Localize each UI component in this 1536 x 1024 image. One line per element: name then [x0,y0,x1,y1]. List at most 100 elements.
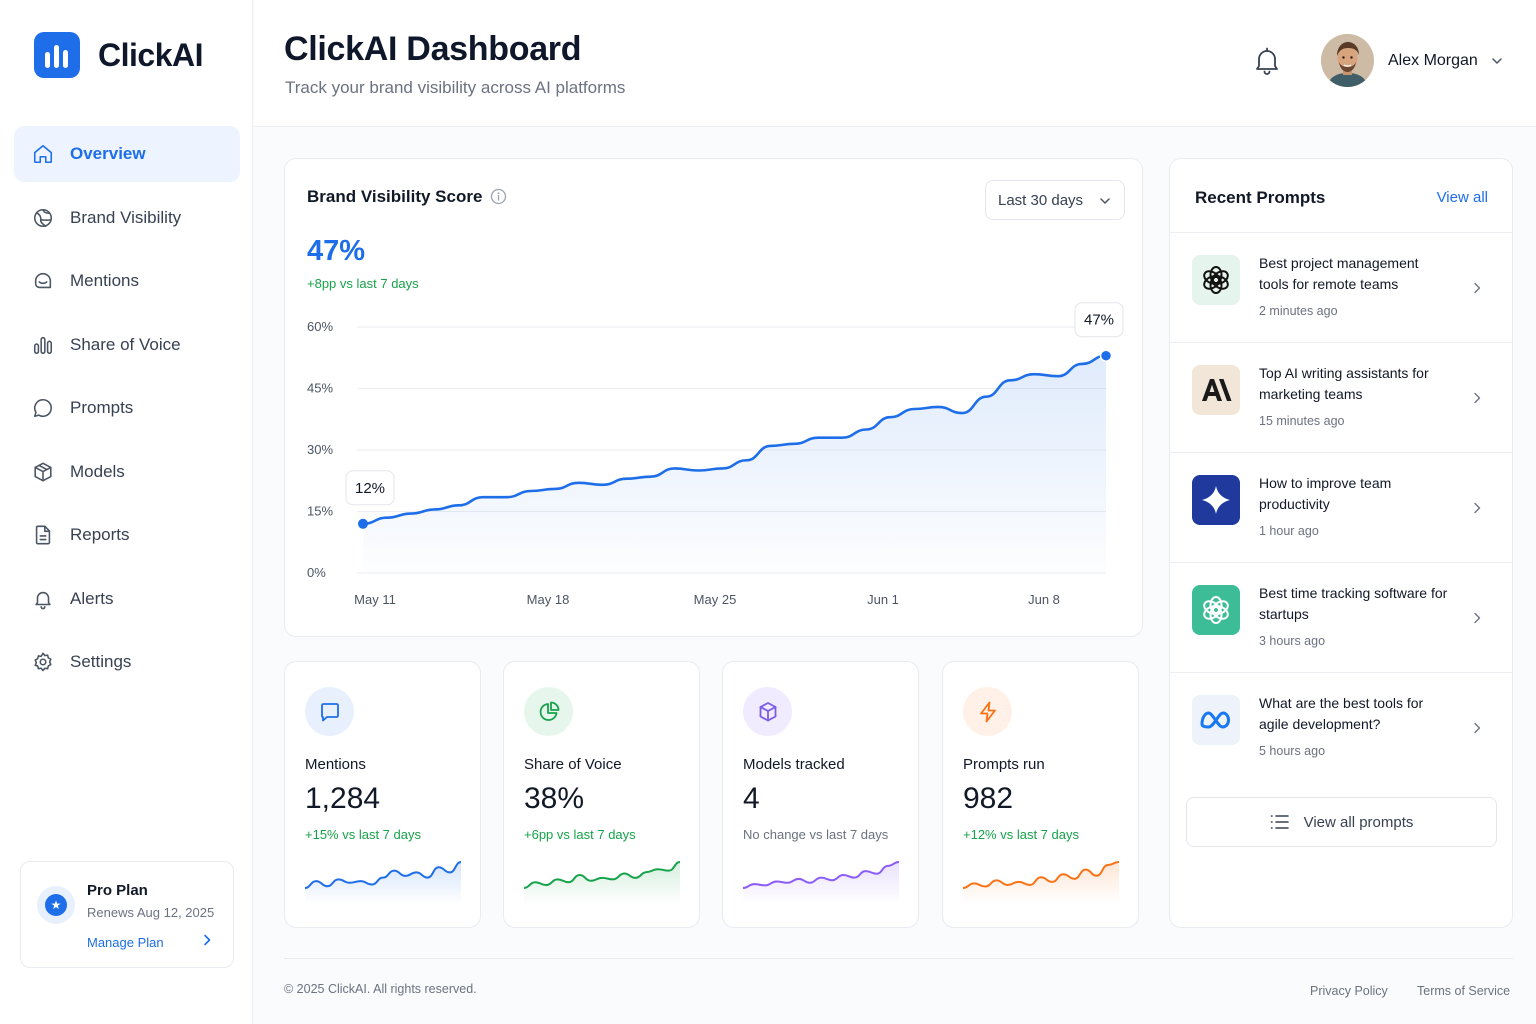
gear-icon [32,651,54,673]
chevron-down-icon [1100,198,1110,204]
prompt-list-item[interactable]: What are the best tools for agile develo… [1170,673,1512,783]
prompt-list-item[interactable]: Best time tracking software for startups… [1170,563,1512,673]
user-name[interactable]: Alex Morgan [1388,52,1478,69]
prompt-timestamp: 15 minutes ago [1259,414,1345,428]
sparkline-area [524,862,680,904]
openai-logo-icon [1192,585,1240,635]
sparkline-mentions [305,861,461,904]
chevron-right-icon [1474,722,1481,734]
gemini-logo-icon [1192,475,1240,525]
prompt-timestamp: 5 hours ago [1259,744,1326,758]
chevron-right-icon [1474,282,1481,294]
end-point[interactable] [1099,349,1113,362]
chevron-right-icon[interactable] [199,932,215,948]
sidebar-item-mentions[interactable]: Mentions [14,253,240,309]
start-point[interactable] [358,518,368,529]
sparkline-share-of-voice [524,861,680,904]
avatar[interactable] [1321,34,1374,87]
prompt-timestamp: 3 hours ago [1259,634,1326,648]
y-tick-label: 60% [307,319,333,334]
view-all-prompts-button[interactable]: View all prompts [1186,797,1497,847]
stat-value: 38% [524,782,585,815]
view-all-prompts-label: View all prompts [1303,813,1414,831]
stat-delta: No change vs last 7 days [743,827,889,842]
user-avatar-icon [1321,34,1374,87]
y-tick-label: 45% [307,381,333,396]
divider [1170,232,1512,233]
prompt-list-item[interactable]: Top AI writing assistants for marketing … [1170,343,1512,453]
message-square-icon [305,687,354,736]
document-icon [32,524,54,546]
notifications-bell-icon[interactable] [1254,46,1280,76]
sidebar-item-label: Settings [70,652,132,671]
sidebar-item-overview[interactable]: Overview [14,126,240,182]
y-tick-label: 0% [307,565,326,580]
x-tick-label: May 18 [527,592,570,607]
stat-label: Prompts run [963,756,1045,773]
plan-title: Pro Plan [87,882,148,899]
prompt-list-item[interactable]: Best project management tools for remote… [1170,233,1512,343]
page-header: ClickAI Dashboard Track your brand visib… [254,0,1536,127]
plan-renewal-date: Renews Aug 12, 2025 [87,905,215,920]
info-icon[interactable] [490,188,507,205]
chevron-right-icon [1474,392,1481,404]
date-range-value: Last 30 days [998,191,1084,209]
prompt-text: Top AI writing assistants for marketing … [1259,365,1429,402]
sidebar-item-label: Alerts [70,588,114,608]
sparkline-area [743,862,899,904]
x-tick-label: May 11 [354,592,396,607]
date-range-select[interactable]: Last 30 days [985,180,1125,220]
view-all-link[interactable]: View all [1436,189,1488,206]
chevron-right-icon [1474,502,1481,514]
prompt-text: Best time tracking software for startups [1259,585,1448,622]
stat-value: 1,284 [305,782,381,815]
sidebar-nav: Overview Brand Visibility Mentions Share… [14,126,240,698]
sidebar-item-reports[interactable]: Reports [14,507,240,563]
stat-delta: +15% vs last 7 days [305,827,421,842]
sparkline-models-tracked [743,861,899,904]
meta-logo-icon [1192,695,1240,745]
sparkline-line [524,861,680,889]
brand-logo[interactable]: ClickAI [32,30,203,80]
stat-card-prompts-run: Prompts run 982 +12% vs last 7 days [942,661,1139,928]
prompt-text: Best project management tools for remote… [1259,255,1419,292]
sparkline-line [743,861,899,889]
recent-prompts-title: Recent Prompts [1195,188,1326,207]
stat-label: Mentions [305,756,366,773]
sparkline-area [305,862,461,904]
bell-icon [32,588,54,610]
stat-card-models-tracked: Models tracked 4 No change vs last 7 day… [722,661,919,928]
prompt-list-item[interactable]: How to improve team productivity 1 hour … [1170,453,1512,563]
sidebar-item-models[interactable]: Models [14,444,240,500]
y-tick-label: 30% [307,442,333,457]
sidebar-item-alerts[interactable]: Alerts [14,571,240,627]
clickai-logo-icon [34,32,80,78]
pie-chart-icon [524,687,573,736]
message-circle-icon [32,397,54,419]
chevron-right-icon [1474,612,1481,624]
prompt-timestamp: 1 hour ago [1259,524,1319,538]
chevron-down-icon[interactable] [1490,54,1504,68]
sidebar-item-label: Brand Visibility [70,207,182,227]
sidebar-item-label: Reports [70,525,130,544]
sidebar-item-prompts[interactable]: Prompts [14,380,240,436]
stat-value: 982 [963,782,1014,815]
sparkline-line [305,861,461,889]
privacy-policy-link[interactable]: Privacy Policy [1310,984,1388,998]
chat-icon [32,270,54,292]
sidebar-item-settings[interactable]: Settings [14,634,240,690]
start-value-callout: 12% [345,470,395,506]
footer-divider [284,958,1513,959]
sidebar-item-brand-visibility[interactable]: Brand Visibility [14,190,240,246]
star-icon: ★ [45,894,67,916]
brand-name: ClickAI [98,36,203,73]
sidebar-item-label: Mentions [70,271,139,290]
recent-prompts-card: Recent Prompts View all Best project man… [1169,158,1513,928]
cube-icon [743,687,792,736]
manage-plan-link[interactable]: Manage Plan [87,935,164,950]
openai-logo-icon [1192,255,1240,305]
cube-icon [32,461,54,483]
terms-of-service-link[interactable]: Terms of Service [1417,984,1511,998]
sidebar-item-share-of-voice[interactable]: Share of Voice [14,317,240,373]
start-value-callout-text: 12% [355,480,385,497]
